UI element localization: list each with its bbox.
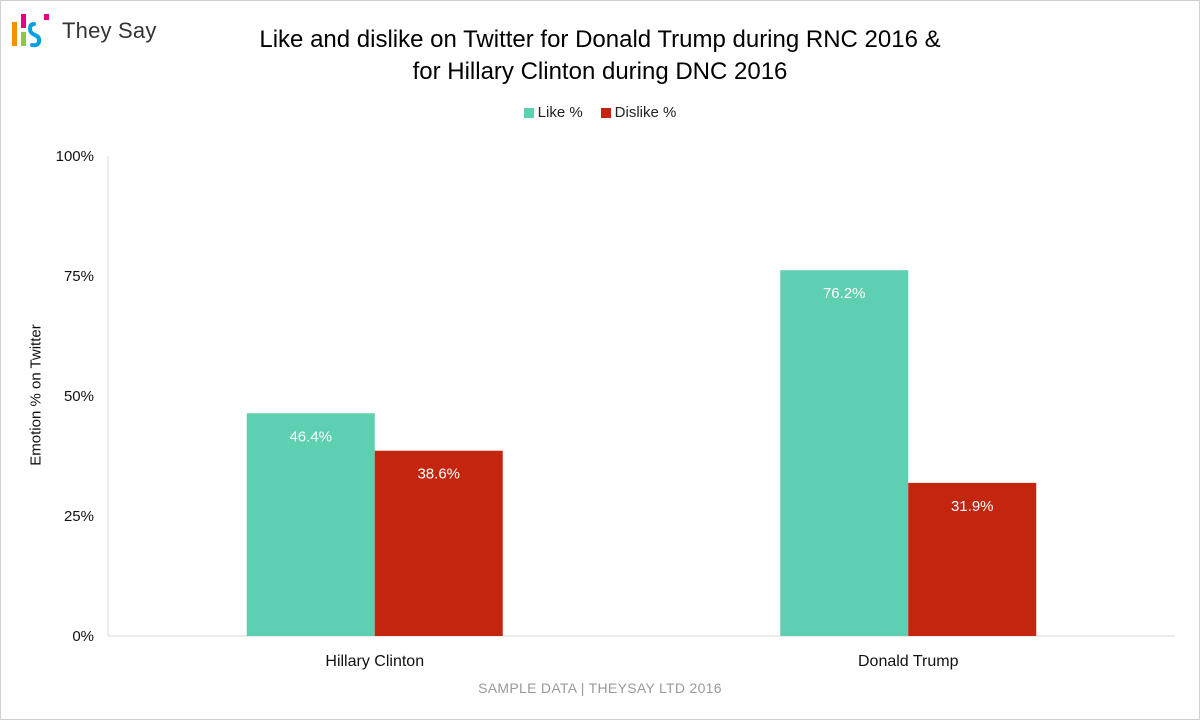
- y-tick-label: 100%: [56, 148, 94, 165]
- data-label: 76.2%: [823, 285, 866, 302]
- chart-title: Like and dislike on Twitter for Donald T…: [150, 24, 1050, 88]
- data-label: 46.4%: [289, 428, 332, 445]
- chart-legend: Like % Dislike %: [0, 104, 1200, 121]
- legend-item-like: Like %: [523, 104, 583, 121]
- data-label: 38.6%: [417, 466, 460, 483]
- legend-item-dislike: Dislike %: [600, 104, 677, 121]
- y-tick-label: 0%: [72, 628, 94, 645]
- y-tick-label: 50%: [64, 388, 94, 405]
- legend-swatch-like: [523, 107, 534, 118]
- legend-label-dislike: Dislike %: [614, 104, 677, 121]
- chart-title-line-2: for Hillary Clinton during DNC 2016: [412, 58, 788, 85]
- bar-like-donald-trump: [780, 270, 909, 636]
- x-category-label: Donald Trump: [858, 653, 959, 670]
- bar-dislike-hillary-clinton: [374, 450, 503, 636]
- data-label: 31.9%: [951, 498, 994, 515]
- y-tick-label: 75%: [64, 268, 94, 285]
- chart-title-line-1: Like and dislike on Twitter for Donald T…: [259, 26, 941, 53]
- x-category-label: Hillary Clinton: [325, 653, 424, 670]
- bar-like-hillary-clinton: [246, 413, 375, 636]
- legend-label-like: Like %: [537, 104, 583, 121]
- brand-name: They Say: [62, 18, 157, 43]
- footer-note: SAMPLE DATA | THEYSAY LTD 2016: [478, 680, 722, 696]
- bar-dislike-donald-trump: [908, 482, 1037, 636]
- legend-swatch-dislike: [600, 107, 611, 118]
- y-tick-label: 25%: [64, 508, 94, 525]
- theysay-logo: [12, 14, 49, 48]
